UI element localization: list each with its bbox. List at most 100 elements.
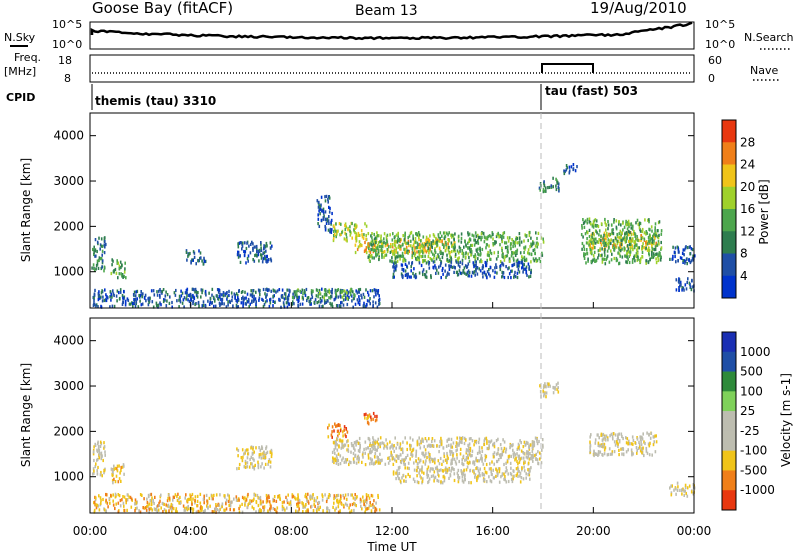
power-range-cell — [98, 290, 100, 294]
velocity-range-cell — [346, 448, 348, 452]
velocity-range-cell — [434, 466, 437, 470]
velocity-range-cell — [557, 381, 559, 385]
velocity-range-cell — [362, 451, 364, 455]
velocity-range-cell — [458, 476, 461, 480]
velocity-range-cell — [398, 471, 401, 475]
power-range-cell — [504, 246, 507, 250]
power-range-cell — [513, 275, 515, 279]
velocity-range-cell — [468, 460, 471, 464]
velocity-range-cell — [388, 456, 391, 460]
power-range-cell — [690, 259, 693, 263]
velocity-range-cell — [474, 473, 477, 477]
power-range-cell — [624, 254, 626, 258]
velocity-range-cell — [620, 432, 623, 436]
power-range-cell — [600, 234, 602, 238]
velocity-range-cell — [218, 509, 220, 513]
velocity-range-cell — [100, 457, 103, 461]
power-range-cell — [255, 244, 258, 249]
velocity-range-cell — [503, 440, 506, 444]
power-range-cell — [434, 264, 436, 268]
power-range-cell — [406, 264, 408, 268]
velocity-range-cell — [610, 432, 613, 436]
power-range-cell — [499, 260, 502, 264]
velocity-range-cell — [539, 384, 541, 388]
velocity-range-cell — [496, 459, 498, 464]
velocity-range-cell — [518, 470, 520, 474]
velocity-range-cell — [344, 493, 347, 497]
velocity-range-cell — [399, 453, 402, 457]
velocity-range-cell — [123, 509, 126, 513]
power-range-cell — [606, 231, 608, 236]
power-range-cell — [393, 251, 396, 255]
velocity-range-cell — [465, 451, 468, 455]
power-range-cell — [586, 221, 589, 225]
power-range-cell — [552, 176, 554, 180]
velocity-range-cell — [517, 454, 520, 458]
velocity-range-cell — [432, 467, 434, 471]
velocity-range-cell — [397, 456, 400, 460]
velocity-range-cell — [97, 444, 100, 449]
power-range-cell — [392, 250, 394, 254]
velocity-range-cell — [419, 439, 422, 443]
power-range-cell — [634, 233, 637, 237]
power-range-cell — [422, 250, 425, 254]
power-range-cell — [648, 233, 651, 237]
power-range-cell — [283, 305, 286, 309]
power-range-cell — [263, 303, 266, 307]
power-range-cell — [406, 241, 408, 245]
power-range-cell — [627, 247, 630, 251]
velocity-range-cell — [93, 469, 95, 473]
velocity-ytick-label: 3000 — [53, 379, 84, 393]
velocity-range-cell — [267, 494, 270, 498]
power-range-cell — [357, 231, 360, 236]
power-range-cell — [195, 291, 198, 295]
power-range-cell — [332, 238, 335, 243]
power-range-cell — [261, 297, 263, 301]
velocity-range-cell — [517, 462, 519, 466]
power-range-cell — [581, 247, 583, 251]
power-range-cell — [373, 240, 376, 244]
power-range-cell — [473, 243, 476, 247]
velocity-range-cell — [386, 442, 389, 446]
power-range-cell — [479, 260, 481, 264]
power-range-cell — [391, 259, 393, 263]
velocity-range-cell — [294, 497, 297, 501]
power-range-cell — [429, 247, 431, 251]
velocity-range-cell — [298, 499, 301, 503]
velocity-range-cell — [461, 472, 463, 476]
power-range-cell — [600, 254, 602, 258]
velocity-range-cell — [433, 439, 436, 443]
velocity-range-cell — [597, 433, 599, 437]
velocity-range-cell — [675, 487, 677, 491]
power-range-cell — [396, 259, 399, 263]
power-range-cell — [384, 253, 386, 257]
power-range-cell — [465, 255, 467, 259]
velocity-range-cell — [446, 451, 448, 456]
velocity-range-cell — [422, 452, 424, 456]
power-range-cell — [93, 249, 96, 253]
power-range-cell — [424, 258, 427, 263]
power-range-cell — [140, 290, 142, 294]
x-axis-label: Time UT — [366, 540, 417, 554]
velocity-range-cell — [486, 480, 488, 484]
power-range-cell — [408, 261, 410, 265]
power-range-cell — [352, 305, 354, 309]
power-range-cell — [595, 237, 597, 241]
power-range-cell — [475, 248, 478, 252]
colorbar-tick-label: 1000 — [740, 345, 771, 359]
power-range-cell — [511, 264, 513, 268]
velocity-range-cell — [461, 479, 464, 483]
power-range-cell — [393, 265, 396, 269]
power-range-cell — [331, 302, 333, 306]
velocity-range-cell — [153, 501, 155, 506]
velocity-range-cell — [333, 448, 335, 452]
power-range-cell — [430, 275, 432, 280]
velocity-range-cell — [233, 497, 235, 501]
velocity-range-cell — [469, 449, 471, 453]
velocity-range-cell — [409, 457, 411, 461]
velocity-range-cell — [347, 448, 349, 452]
velocity-range-cell — [103, 468, 105, 472]
velocity-range-cell — [429, 460, 431, 464]
power-range-cell — [251, 299, 253, 303]
power-range-cell — [522, 267, 525, 271]
